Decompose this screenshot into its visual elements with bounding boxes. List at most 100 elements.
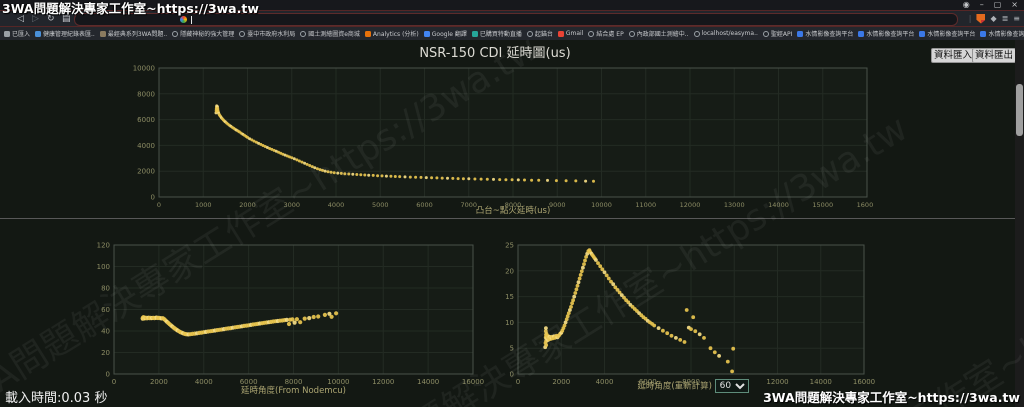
svg-text:4000: 4000 <box>195 378 213 386</box>
bookmark-item[interactable]: 國土測繪圖資e商城 <box>300 29 360 38</box>
load-time-text: 載入時間:0.03 秒 <box>5 391 108 406</box>
svg-text:2000: 2000 <box>150 378 168 386</box>
data-export-button[interactable]: 資料匯出 <box>972 48 1017 63</box>
menu-icon[interactable]: ≡ <box>1013 13 1020 23</box>
bookmark-label: 水情影像查詢平台 <box>805 31 854 38</box>
site-icon <box>980 30 987 37</box>
svg-text:4000: 4000 <box>596 378 614 386</box>
bookmark-label: 結合處 EP <box>596 31 624 38</box>
svg-text:16000: 16000 <box>853 378 875 386</box>
back-icon[interactable]: ◁ <box>17 14 24 24</box>
bookmark-item[interactable]: 水情影像查詢平台 <box>919 29 975 38</box>
angle-recalc-select[interactable]: 60 <box>714 379 749 393</box>
site-icon <box>423 30 430 37</box>
svg-text:60: 60 <box>101 306 110 314</box>
minimize-icon[interactable]: – <box>979 0 984 9</box>
svg-text:0: 0 <box>157 201 161 209</box>
delay-angle-nodemcu-chart: 0 2000 4000 6000 8000 10000 12000 14000 16000 0 20… <box>74 238 494 406</box>
svg-text:0: 0 <box>510 371 514 379</box>
globe-icon <box>172 30 179 37</box>
svg-text:80: 80 <box>101 285 110 293</box>
bookmark-item[interactable]: Analytics (分析) <box>364 29 419 38</box>
svg-text:0: 0 <box>112 378 116 386</box>
svg-text:2000: 2000 <box>239 201 256 209</box>
globe-icon <box>762 30 769 37</box>
browser-toolbar: ◁ ▷ ↻ ▤ | ◆ ≣ ≡ <box>0 10 1024 27</box>
maximize-icon[interactable]: ▢ <box>993 0 1002 9</box>
svg-text:16000: 16000 <box>462 378 484 386</box>
reload-icon[interactable]: ↻ <box>47 14 55 24</box>
bookmark-item[interactable]: 結合處 EP <box>588 29 624 38</box>
bookmark-item[interactable]: Gmail <box>557 30 584 37</box>
svg-text:8000: 8000 <box>285 378 303 386</box>
bookmark-item[interactable]: 已購買特動直播 <box>471 29 522 38</box>
globe-icon <box>526 30 533 37</box>
globe-icon <box>693 30 700 37</box>
svg-text:6000: 6000 <box>416 201 433 209</box>
bookmark-item[interactable]: 聖經API <box>762 29 792 38</box>
globe-icon <box>628 30 635 37</box>
svg-text:10000: 10000 <box>327 378 349 386</box>
reading-list-icon[interactable]: ≣ <box>1001 13 1009 23</box>
bookmark-item[interactable]: 水情影像查詢平台 <box>858 29 914 38</box>
bookmark-item[interactable]: localhost/easyma.. <box>693 30 758 37</box>
side-panel-icon[interactable]: ▤ <box>62 14 71 24</box>
bookmark-item[interactable]: 臺中市政府水利局 <box>239 29 295 38</box>
site-icon <box>858 30 865 37</box>
scrollbar-track[interactable] <box>1015 40 1024 407</box>
svg-text:8000: 8000 <box>682 378 700 386</box>
bookmark-item[interactable]: 起錨台 <box>526 29 553 38</box>
adblock-shield-icon[interactable] <box>976 13 986 24</box>
site-icon <box>99 30 106 37</box>
site-icon <box>919 30 926 37</box>
bookmark-label: 已匯入 <box>12 31 31 38</box>
svg-text:14000: 14000 <box>417 378 439 386</box>
svg-text:120: 120 <box>97 242 110 250</box>
svg-text:100: 100 <box>97 263 110 271</box>
site-icon <box>471 30 478 37</box>
svg-text:8000: 8000 <box>137 90 155 98</box>
svg-text:延時角度(From Nodemcu): 延時角度(From Nodemcu) <box>241 385 346 396</box>
page-title: NSR-150 CDI 延時圖(us) <box>419 46 571 61</box>
svg-text:6000: 6000 <box>240 378 258 386</box>
address-bar[interactable] <box>74 13 958 26</box>
forward-icon[interactable]: ▷ <box>32 14 39 24</box>
close-icon[interactable]: × <box>1011 0 1018 9</box>
svg-text:6000: 6000 <box>639 378 657 386</box>
extensions-pin-icon[interactable]: ◆ <box>990 13 997 23</box>
bookmark-item[interactable]: 內政部國土測繪中.. <box>628 29 689 38</box>
window-titlebar: ◉ – ▢ × <box>0 0 1024 10</box>
bookmark-label: Gmail <box>565 30 584 37</box>
bookmark-item[interactable]: 水情影像查詢平台 <box>980 29 1024 38</box>
svg-text:25: 25 <box>505 242 514 250</box>
bookmark-label: 國土測繪圖資e商城 <box>308 31 360 38</box>
svg-text:14000: 14000 <box>810 378 832 386</box>
site-icon <box>35 30 42 37</box>
svg-text:14000: 14000 <box>768 201 789 209</box>
svg-text:5: 5 <box>510 345 514 353</box>
svg-text:11000: 11000 <box>635 201 656 209</box>
svg-text:4000: 4000 <box>328 201 345 209</box>
bookmark-label: Analytics (分析) <box>372 31 419 38</box>
svg-text:12000: 12000 <box>372 378 394 386</box>
bookmark-item[interactable]: 已匯入 <box>4 29 30 38</box>
bookmark-item[interactable]: Google 翻譯 <box>423 29 467 38</box>
svg-text:8000: 8000 <box>505 201 522 209</box>
bookmark-label: localhost/easyma.. <box>701 30 758 37</box>
delay-angle-recalc-chart: 0200040006000800010000120001400016000051… <box>478 238 878 406</box>
recalc-axis-label: 延時角度(重新計算) <box>637 381 712 392</box>
svg-text:5000: 5000 <box>372 201 389 209</box>
site-favicon-icon <box>180 16 187 23</box>
data-import-button[interactable]: 資料匯入 <box>931 48 976 63</box>
bookmark-item[interactable]: 隱藏神秘的強大管理 <box>172 29 234 38</box>
bookmark-label: Google 翻譯 <box>431 31 467 38</box>
profile-icon[interactable]: ◉ <box>962 0 970 9</box>
bookmark-item[interactable]: 最經典系列3WA問題.. <box>99 29 167 38</box>
window-controls: ◉ – ▢ × <box>963 0 1018 10</box>
svg-text:4000: 4000 <box>137 142 155 150</box>
bookmark-item[interactable]: 健康管理紀錄表匯.. <box>35 29 95 38</box>
svg-text:0: 0 <box>106 371 110 379</box>
scrollbar-thumb[interactable] <box>1016 84 1023 136</box>
bookmark-item[interactable]: 水情影像查詢平台 <box>797 29 853 38</box>
